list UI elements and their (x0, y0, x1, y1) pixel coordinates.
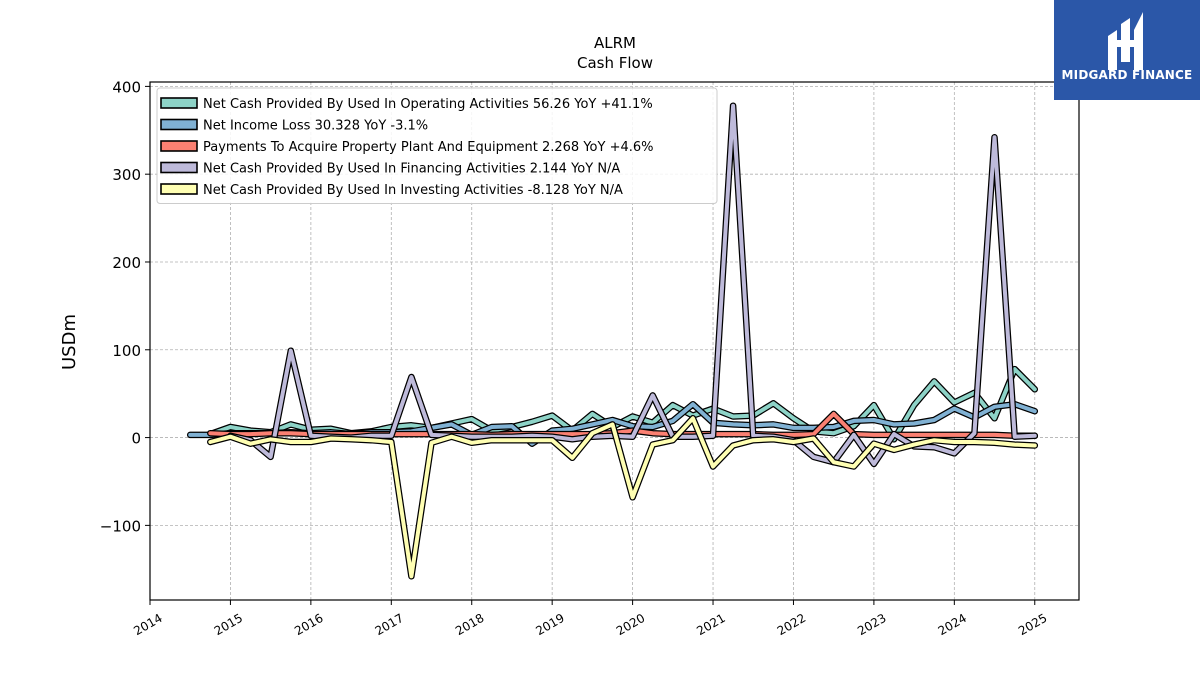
y-tick-label: 400 (112, 78, 141, 96)
x-tick-label: 2014 (131, 611, 164, 638)
legend-swatch (160, 183, 198, 195)
x-tick-label: 2025 (1016, 611, 1049, 638)
series-5 (207, 415, 1039, 580)
legend: Net Cash Provided By Used In Operating A… (156, 87, 718, 204)
legend-entry: Payments To Acquire Property Plant And E… (203, 140, 654, 155)
x-tick-label: 2018 (453, 611, 486, 638)
x-tick-label: 2023 (855, 611, 888, 638)
series-line (208, 416, 1037, 579)
legend-entry: Net Income Loss 30.328 YoY -3.1% (203, 119, 428, 134)
chart-title: ALRM (594, 34, 636, 52)
x-tick-label: 2016 (292, 611, 325, 638)
y-tick-label: −100 (100, 517, 141, 535)
y-tick-label: 200 (112, 254, 141, 272)
legend-swatch (160, 161, 198, 174)
legend-swatch (160, 140, 198, 152)
x-tick-label: 2019 (533, 611, 566, 638)
y-tick-label: 100 (112, 342, 141, 360)
y-tick-label: 300 (112, 166, 141, 184)
x-tick-label: 2017 (373, 611, 406, 638)
legend-entry: Net Cash Provided By Used In Operating A… (203, 97, 653, 112)
x-tick-label: 2015 (212, 611, 245, 638)
x-tick-label: 2021 (694, 611, 727, 638)
series-4 (227, 102, 1039, 468)
chart-subtitle: Cash Flow (577, 54, 653, 72)
legend-swatch (160, 118, 198, 131)
brand-mark-icon (1108, 12, 1143, 70)
series-lines (186, 102, 1039, 580)
legend-entry: Net Cash Provided By Used In Financing A… (203, 162, 620, 177)
y-axis-label: USDm (59, 314, 80, 370)
plot-frame (149, 81, 1080, 601)
legend-box (156, 87, 718, 204)
legend-entry: Net Cash Provided By Used In Investing A… (203, 183, 623, 198)
legend-swatch (160, 97, 198, 109)
x-tick-label: 2022 (775, 611, 808, 638)
x-tick-label: 2020 (614, 611, 647, 638)
series-line (228, 103, 1037, 466)
brand-logo: MIDGARD FINANCE (1054, 0, 1200, 100)
y-tick-label: 0 (131, 430, 141, 448)
x-tick-label: 2024 (936, 611, 969, 638)
brand-name: MIDGARD FINANCE (1061, 68, 1193, 82)
